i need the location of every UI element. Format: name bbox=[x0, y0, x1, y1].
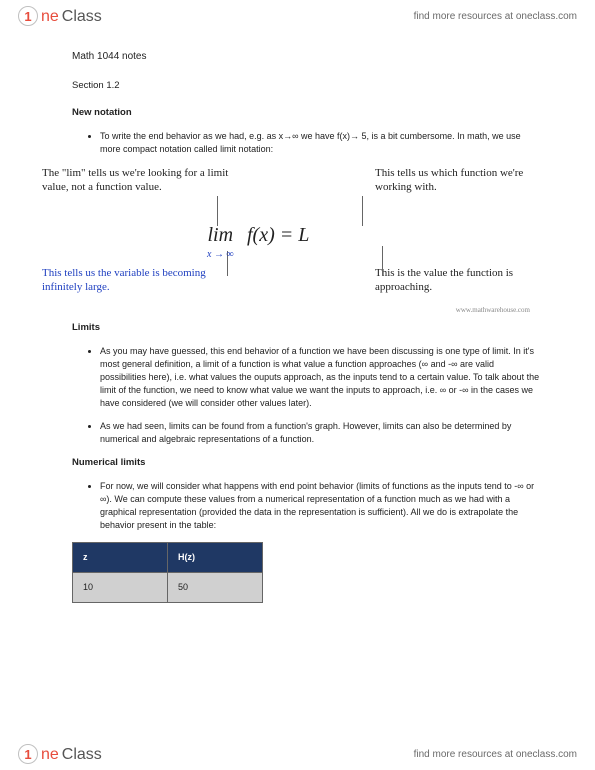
page-header: 1 ne Class find more resources at onecla… bbox=[0, 0, 595, 32]
doc-title: Math 1044 notes bbox=[72, 50, 540, 65]
table-cell-z: 10 bbox=[73, 573, 168, 603]
limits-list: As you may have guessed, this end behavi… bbox=[72, 345, 540, 446]
formula-rest: f(x) = L bbox=[247, 221, 309, 250]
heading-new-notation: New notation bbox=[72, 106, 540, 120]
document-content: Math 1044 notes Section 1.2 New notation… bbox=[72, 50, 540, 603]
brand-logo-icon: 1 bbox=[18, 6, 38, 26]
table-header-row: z H(z) bbox=[73, 543, 263, 573]
formula-sub: x → ∞ bbox=[207, 248, 234, 263]
diagram-label-top-right: This tells us which function we're worki… bbox=[375, 166, 545, 195]
numerical-bullet: For now, we will consider what happens w… bbox=[100, 480, 540, 532]
section-label: Section 1.2 bbox=[72, 79, 540, 93]
table-header-hz: H(z) bbox=[168, 543, 263, 573]
brand-logo-footer[interactable]: 1 ne Class bbox=[18, 744, 102, 764]
heading-limits: Limits bbox=[72, 321, 540, 335]
data-table: z H(z) 10 50 bbox=[72, 542, 263, 603]
heading-numerical: Numerical limits bbox=[72, 456, 540, 470]
brand-logo-class: Class bbox=[62, 8, 102, 26]
arrow-tr-icon bbox=[362, 196, 363, 226]
table-header-z: z bbox=[73, 543, 168, 573]
limit-diagram: The "lim" tells us we're looking for a l… bbox=[72, 166, 540, 311]
diagram-label-top-left: The "lim" tells us we're looking for a l… bbox=[42, 166, 232, 195]
new-notation-bullet: To write the end behavior as we had, e.g… bbox=[100, 130, 540, 156]
formula-lim: lim x → ∞ bbox=[207, 221, 234, 263]
new-notation-list: To write the end behavior as we had, e.g… bbox=[72, 130, 540, 156]
numerical-list: For now, we will consider what happens w… bbox=[72, 480, 540, 532]
resources-link-top[interactable]: find more resources at oneclass.com bbox=[414, 11, 577, 22]
brand-logo-one: ne bbox=[41, 8, 59, 26]
brand-logo[interactable]: 1 ne Class bbox=[18, 6, 102, 26]
diagram-label-bottom-right: This is the value the function is approa… bbox=[375, 266, 545, 295]
brand-logo-class-footer: Class bbox=[62, 746, 102, 764]
brand-logo-icon-footer: 1 bbox=[18, 744, 38, 764]
arrow-br-icon bbox=[382, 246, 383, 276]
diagram-source: www.mathwarehouse.com bbox=[456, 305, 530, 315]
page-footer: 1 ne Class find more resources at onecla… bbox=[0, 738, 595, 770]
brand-logo-one-footer: ne bbox=[41, 746, 59, 764]
diagram-label-bottom-left: This tells us the variable is becoming i… bbox=[42, 266, 242, 295]
table-row: 10 50 bbox=[73, 573, 263, 603]
limits-bullet-1: As you may have guessed, this end behavi… bbox=[100, 345, 540, 410]
table-cell-hz: 50 bbox=[168, 573, 263, 603]
resources-link-bottom[interactable]: find more resources at oneclass.com bbox=[414, 749, 577, 760]
limits-bullet-2: As we had seen, limits can be found from… bbox=[100, 420, 540, 446]
